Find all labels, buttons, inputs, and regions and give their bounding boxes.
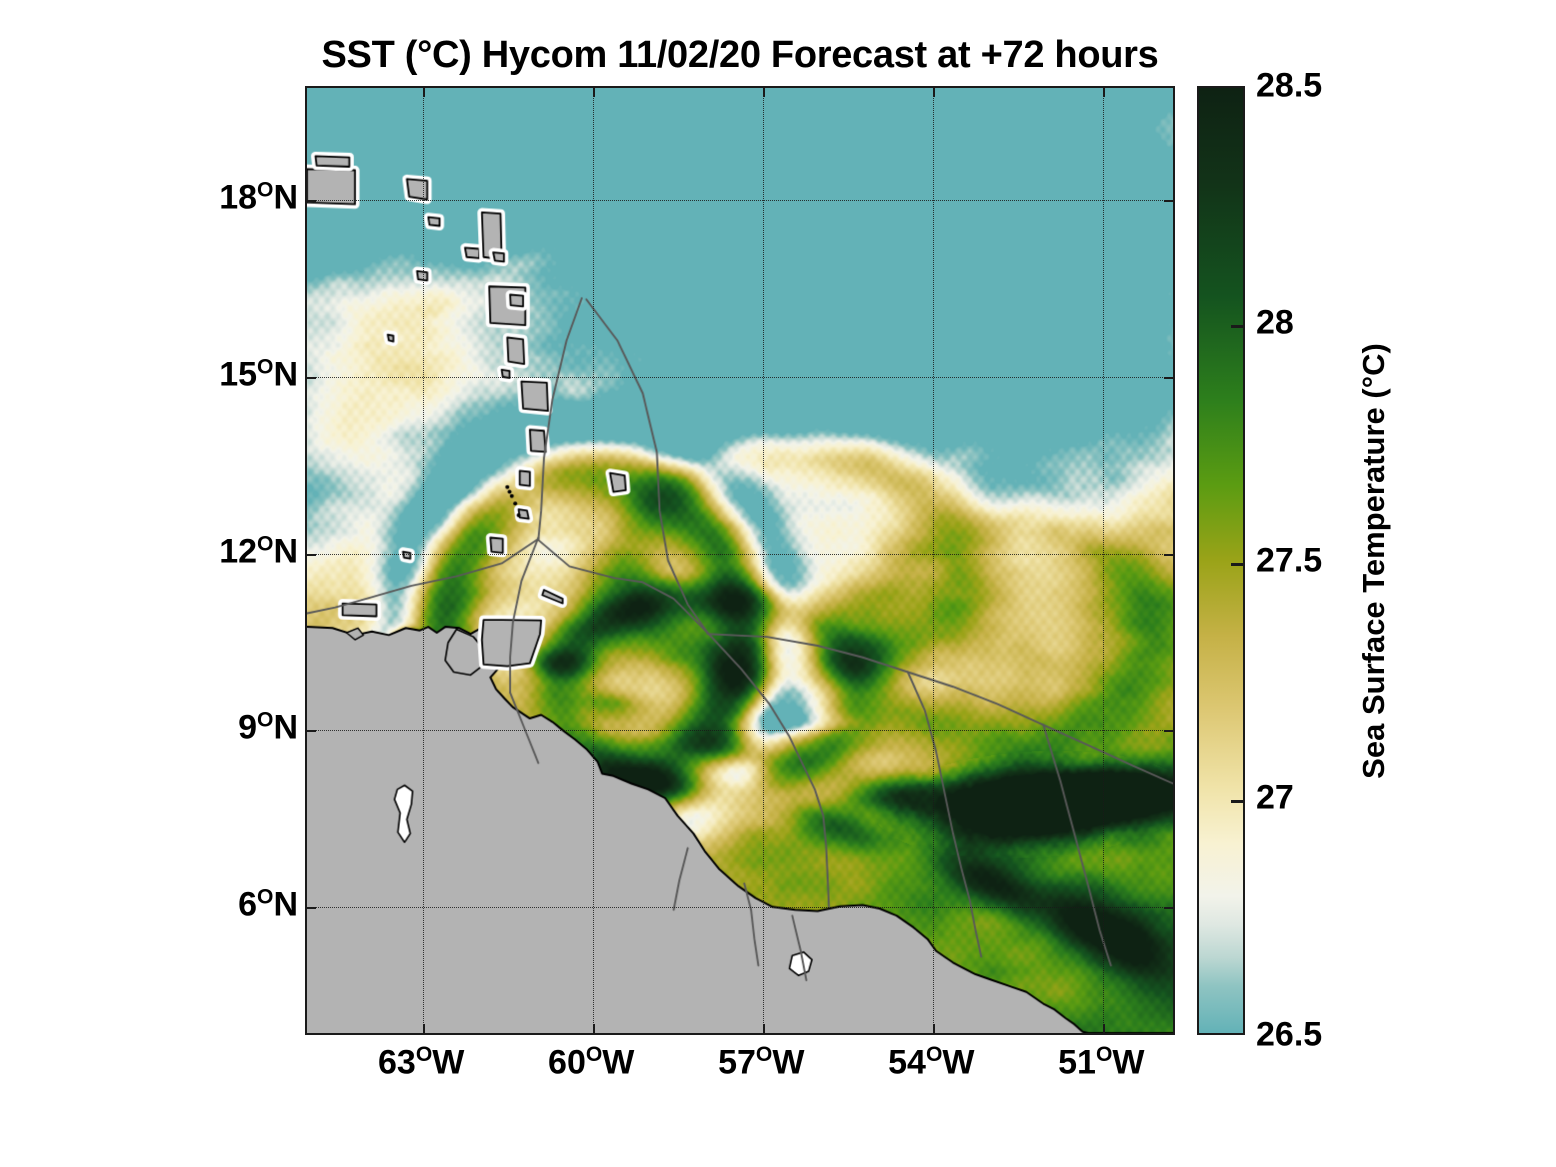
colorbar-label-26-5: 26.5 [1256,1015,1323,1054]
degree-symbol: O [755,1043,773,1066]
y-axis-tick [307,376,316,379]
colorbar-tick [1231,799,1244,803]
y-axis-tick [307,907,316,910]
x-tick-hemisphere: W [772,1043,805,1082]
x-axis-tick [423,88,426,97]
y-axis-tick [1164,376,1173,379]
x-tick-value: 54 [888,1043,926,1082]
y-axis-tick [307,553,316,556]
y-tick-value: 18 [219,178,258,217]
map-plot-area[interactable] [305,86,1175,1035]
x-axis-tick [1103,88,1106,97]
y-tick-label-18N: 18ON [219,178,298,217]
colorbar-tick [1231,562,1244,566]
x-axis-tick [593,88,596,97]
y-tick-hemisphere: N [273,885,298,924]
x-tick-label-54W: 54OW [888,1043,974,1082]
x-tick-value: 60 [548,1043,586,1082]
degree-symbol: O [1095,1043,1113,1066]
x-axis-tick [763,1024,766,1033]
x-tick-label-51W: 51OW [1058,1043,1144,1082]
colorbar-label-28-5: 28.5 [1256,66,1323,105]
y-axis-tick [307,199,316,202]
y-tick-value: 9 [238,709,258,748]
x-axis-tick [423,1024,426,1033]
page-title: SST (°C) Hycom 11/02/20 Forecast at +72 … [321,34,1159,76]
y-tick-label-6N: 6ON [238,886,298,925]
x-tick-label-57W: 57OW [718,1043,804,1082]
y-axis-tick [1164,553,1173,556]
x-tick-hemisphere: W [1112,1043,1145,1082]
x-axis-tick [933,88,936,97]
colorbar-axis-label-text: Sea Surface Temperature (°C) [1356,342,1392,779]
x-axis-tick [1103,1024,1106,1033]
colorbar-axis-label: Sea Surface Temperature (°C) [1352,86,1396,1035]
y-tick-value: 6 [238,885,258,924]
y-axis-tick [307,730,316,733]
y-tick-label-12N: 12ON [219,532,298,571]
y-axis-tick [1164,907,1173,910]
y-axis-tick [1164,730,1173,733]
x-tick-label-63W: 63OW [378,1043,464,1082]
degree-symbol: O [257,355,274,379]
colorbar-label-27: 27 [1256,778,1294,817]
y-tick-hemisphere: N [273,178,298,217]
y-tick-label-15N: 15ON [219,355,298,394]
y-tick-label-9N: 9ON [238,709,298,748]
colorbar-gradient [1199,88,1243,1033]
x-tick-value: 57 [718,1043,756,1082]
degree-symbol: O [585,1043,603,1066]
degree-symbol: O [415,1043,433,1066]
degree-symbol: O [257,178,274,202]
colorbar-label-27-5: 27.5 [1256,541,1323,579]
y-tick-value: 15 [219,355,258,394]
colorbar[interactable] [1197,86,1245,1035]
x-tick-label-60W: 60OW [548,1043,634,1082]
x-tick-value: 51 [1058,1043,1096,1082]
degree-symbol: O [257,708,274,732]
degree-symbol: O [257,531,274,555]
y-axis-tick [1164,199,1173,202]
x-axis-tick [933,1024,936,1033]
degree-symbol: O [257,885,274,909]
y-tick-hemisphere: N [273,355,298,394]
x-tick-hemisphere: W [942,1043,975,1082]
x-tick-hemisphere: W [602,1043,635,1082]
degree-symbol: O [925,1043,943,1066]
colorbar-tick [1231,325,1244,329]
colorbar-label-28: 28 [1256,303,1294,342]
y-tick-hemisphere: N [273,532,298,571]
x-axis-tick [593,1024,596,1033]
x-tick-value: 63 [378,1043,416,1082]
x-tick-hemisphere: W [432,1043,465,1082]
y-tick-value: 12 [219,532,258,571]
x-axis-tick [763,88,766,97]
y-tick-hemisphere: N [273,709,298,748]
sst-heatmap-canvas [307,88,1173,1033]
